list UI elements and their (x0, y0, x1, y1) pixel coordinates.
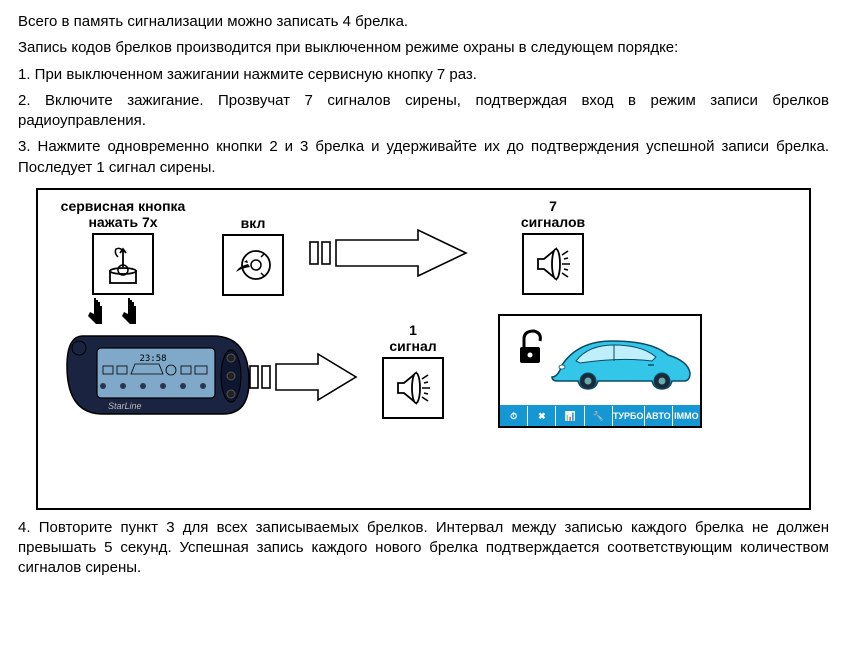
unlock-icon (520, 331, 540, 363)
diagram-frame: сервисная кнопка нажать 7х вкл (36, 188, 811, 510)
lcd-tag-5: АВТО (645, 406, 673, 426)
lcd-tag-3: 🔧 (585, 406, 613, 426)
siren7-caption-2: сигналов (521, 214, 585, 230)
lcd-tag-6: IMMO (673, 406, 700, 426)
diagram-row-2: 23:58 StarLine (48, 314, 799, 428)
paragraph-2: Запись кодов брелков производится при вы… (18, 38, 829, 58)
ignition-icon (222, 234, 284, 296)
remote-brand: StarLine (108, 401, 142, 411)
paragraph-5: 3. Нажмите одновременно кнопки 2 и 3 бре… (18, 137, 829, 178)
siren7-icon (522, 233, 584, 295)
cell-service-button: сервисная кнопка нажать 7х (48, 198, 198, 295)
cell-ignition: вкл (198, 198, 308, 296)
arrow-2 (248, 352, 358, 408)
siren1-caption-2: сигнал (389, 338, 436, 354)
paragraph-1: Всего в память сигнализации можно записа… (18, 12, 829, 32)
paragraph-4: 2. Включите зажигание. Прозвучат 7 сигна… (18, 91, 829, 132)
lcd-tag-strip: ⏱ ✖ 📊 🔧 ТУРБО АВТО IMMO (500, 405, 700, 426)
siren1-icon (382, 357, 444, 419)
cell-remote: 23:58 StarLine (48, 326, 248, 416)
lcd-tag-2: 📊 (556, 406, 584, 426)
remote-fob: 23:58 StarLine (63, 326, 233, 416)
diagram-row-1: сервисная кнопка нажать 7х вкл (48, 198, 799, 296)
lcd-tag-0: ⏱ (500, 406, 528, 426)
service-button-icon (92, 233, 154, 295)
arrow-1 (308, 228, 468, 284)
lcd-tag-4: ТУРБО (613, 406, 645, 426)
paragraph-6: 4. Повторите пункт 3 для всех записываем… (18, 518, 829, 579)
ignition-caption: вкл (241, 215, 266, 231)
car-icon (552, 341, 690, 389)
cell-siren-1: 1 сигнал (358, 322, 468, 419)
remote-time: 23:58 (139, 354, 166, 364)
paragraph-3: 1. При выключенном зажигании нажмите сер… (18, 65, 829, 85)
siren1-caption-1: 1 (409, 322, 417, 338)
siren7-caption-1: 7 (549, 198, 557, 214)
lcd-display: ⏱ ✖ 📊 🔧 ТУРБО АВТО IMMO (498, 314, 702, 428)
lcd-tag-1: ✖ (528, 406, 556, 426)
service-button-caption-2: нажать 7х (88, 214, 157, 230)
cell-lcd-display: ⏱ ✖ 📊 🔧 ТУРБО АВТО IMMO (498, 314, 702, 428)
cell-siren-7: 7 сигналов (488, 198, 618, 295)
service-button-caption-1: сервисная кнопка (61, 198, 186, 214)
